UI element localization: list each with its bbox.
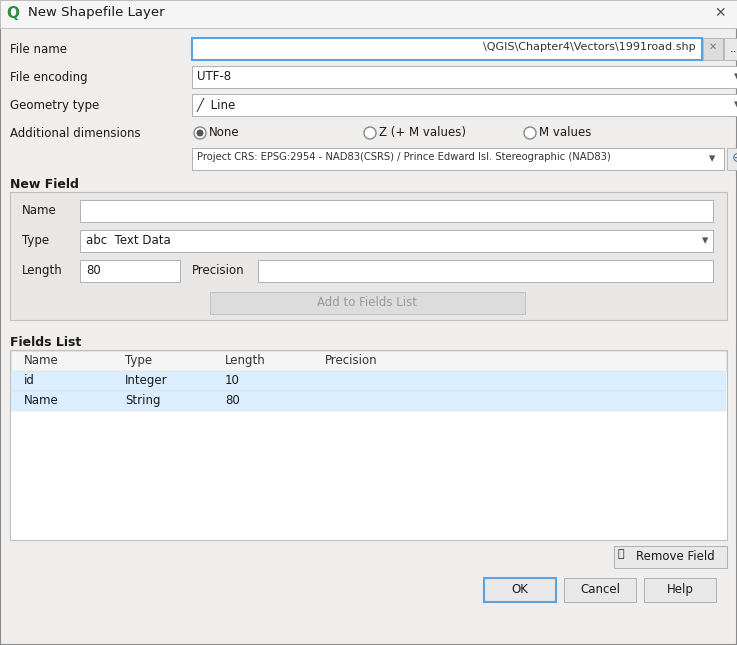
Circle shape xyxy=(524,127,536,139)
Bar xyxy=(80,230,713,252)
Bar xyxy=(258,260,713,282)
Text: Fields List: Fields List xyxy=(10,336,81,349)
Text: Name: Name xyxy=(24,354,59,367)
Text: ✕: ✕ xyxy=(709,42,717,52)
Text: UTF-8: UTF-8 xyxy=(197,70,231,83)
Text: 10: 10 xyxy=(225,374,240,387)
Bar xyxy=(192,94,737,116)
Text: Additional dimensions: Additional dimensions xyxy=(10,127,141,140)
Bar xyxy=(564,578,636,602)
Bar xyxy=(484,578,556,602)
Text: Integer: Integer xyxy=(125,374,167,387)
Text: Type: Type xyxy=(125,354,152,367)
Bar xyxy=(210,292,525,314)
Text: New Shapefile Layer: New Shapefile Layer xyxy=(28,6,164,19)
Text: ...: ... xyxy=(730,42,737,55)
Text: ▾: ▾ xyxy=(734,70,737,83)
Text: \QGIS\Chapter4\Vectors\1991road.shp: \QGIS\Chapter4\Vectors\1991road.shp xyxy=(483,42,696,52)
Text: Q: Q xyxy=(7,6,19,21)
Bar xyxy=(80,260,180,282)
Text: ▾: ▾ xyxy=(734,98,737,111)
Text: Remove Field: Remove Field xyxy=(636,550,715,563)
Text: ╱  Line: ╱ Line xyxy=(197,98,237,112)
Text: ⊕: ⊕ xyxy=(732,151,737,165)
Bar xyxy=(644,578,716,602)
Text: None: None xyxy=(209,126,240,139)
Text: New Field: New Field xyxy=(10,178,79,191)
Bar xyxy=(192,38,702,60)
Text: Length: Length xyxy=(225,354,266,367)
Bar xyxy=(80,200,713,222)
Text: Geometry type: Geometry type xyxy=(10,99,99,112)
Circle shape xyxy=(364,127,376,139)
Text: String: String xyxy=(125,394,161,407)
Text: Name: Name xyxy=(24,394,59,407)
Bar xyxy=(192,66,737,88)
Bar xyxy=(703,38,723,60)
Circle shape xyxy=(197,130,203,137)
Bar xyxy=(727,148,737,170)
Text: 80: 80 xyxy=(225,394,240,407)
Text: ✕: ✕ xyxy=(714,6,726,20)
Text: ▾: ▾ xyxy=(702,234,708,247)
Bar xyxy=(10,350,727,540)
Bar xyxy=(10,192,727,320)
Text: 🗑: 🗑 xyxy=(618,549,625,559)
Text: M values: M values xyxy=(539,126,591,139)
Bar xyxy=(11,371,726,391)
Text: Precision: Precision xyxy=(325,354,377,367)
Text: Name: Name xyxy=(22,204,57,217)
Circle shape xyxy=(194,127,206,139)
Text: Cancel: Cancel xyxy=(580,583,620,596)
Text: Type: Type xyxy=(22,234,49,247)
Text: File encoding: File encoding xyxy=(10,71,88,84)
Text: Add to Fields List: Add to Fields List xyxy=(318,296,417,309)
Text: Length: Length xyxy=(22,264,63,277)
Text: abc  Text Data: abc Text Data xyxy=(86,234,171,247)
Bar xyxy=(724,38,737,60)
Text: Help: Help xyxy=(666,583,694,596)
Text: ▾: ▾ xyxy=(709,152,715,165)
Text: File name: File name xyxy=(10,43,67,56)
Bar xyxy=(0,0,737,28)
Text: id: id xyxy=(24,374,35,387)
Text: OK: OK xyxy=(511,583,528,596)
Text: Precision: Precision xyxy=(192,264,245,277)
Text: Z (+ M values): Z (+ M values) xyxy=(379,126,466,139)
Bar xyxy=(192,148,724,170)
Text: 80: 80 xyxy=(86,264,101,277)
Text: Project CRS: EPSG:2954 - NAD83(CSRS) / Prince Edward Isl. Stereographic (NAD83): Project CRS: EPSG:2954 - NAD83(CSRS) / P… xyxy=(197,152,611,162)
Bar xyxy=(11,351,726,371)
Bar xyxy=(11,391,726,411)
Bar xyxy=(614,546,727,568)
